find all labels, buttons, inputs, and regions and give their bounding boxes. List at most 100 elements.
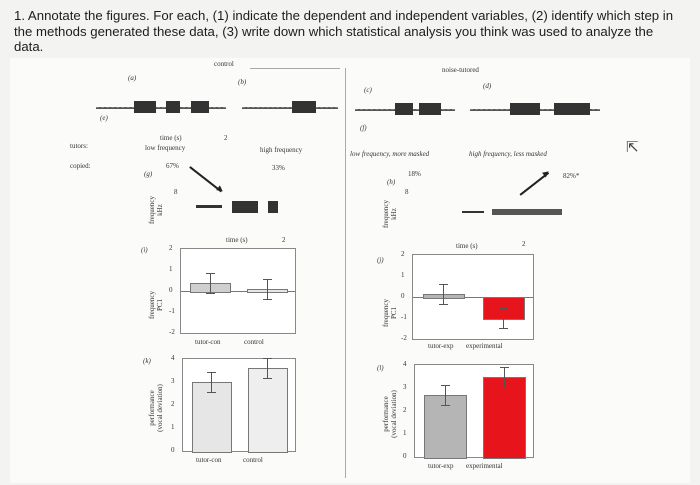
question-text: 1. Annotate the figures. For each, (1) i…	[14, 8, 674, 54]
time-label-g: time (s)	[226, 236, 248, 244]
y-tick-label: 0	[169, 286, 173, 294]
panel-f-label: (f)	[360, 124, 367, 132]
low-frequency-label: low frequency	[145, 144, 186, 152]
panel-a-label: (a)	[128, 74, 137, 82]
tick-h: 2	[522, 240, 526, 248]
ylabel-h: frequency kHz	[382, 200, 398, 228]
error-bar	[211, 372, 212, 392]
error-bar	[503, 308, 504, 328]
pct-control-low: 67%	[166, 162, 179, 170]
tutors-label: tutors:	[70, 142, 88, 150]
y-tick-label: 1	[401, 271, 405, 279]
error-bar	[266, 278, 268, 299]
xlabel-i-1: control	[244, 338, 264, 346]
panel-e-label: (e)	[100, 114, 108, 122]
high-frequency-label: high frequency	[260, 146, 303, 154]
spectrogram-h	[462, 204, 570, 222]
error-bar-cap	[262, 298, 272, 300]
zero-line	[181, 291, 295, 292]
spectrogram-d	[470, 100, 600, 118]
y-tick-label: -1	[169, 307, 175, 315]
low-masked-label: low frequency, more masked	[350, 150, 430, 158]
y-tick-label: 1	[169, 265, 173, 273]
error-bar	[267, 358, 268, 379]
chart-l: 4 3 2 1 0	[403, 360, 534, 460]
ylabel-g: frequency kHz	[148, 196, 164, 224]
y-tick-label: 0	[171, 446, 175, 454]
ylabel-j: frequency PC1	[382, 299, 398, 327]
error-bar	[444, 384, 446, 405]
bar-control	[247, 368, 289, 453]
error-bar-cap	[262, 278, 272, 280]
error-bar-cap	[439, 303, 448, 305]
spectrogram-e	[96, 98, 226, 116]
y-tick-label: 2	[403, 406, 407, 414]
column-divider	[345, 68, 346, 478]
panel-j-label: (j)	[377, 256, 384, 264]
ylabel-l: performance (vocal deviation)	[382, 390, 398, 438]
error-bar-cap	[439, 283, 448, 285]
spectrogram-g	[196, 198, 296, 216]
error-bar-cap	[205, 272, 215, 274]
zero-line	[413, 297, 533, 298]
bar-tutor-con	[191, 382, 233, 453]
panel-b-label: (b)	[238, 78, 247, 86]
y-tick-label: 4	[403, 360, 407, 368]
error-bar-cap	[499, 328, 508, 329]
ylabel-i: frequency PC1	[148, 291, 164, 319]
error-bar-cap	[499, 366, 509, 368]
y-tick-label: 2	[401, 250, 405, 258]
error-bar-cap	[440, 384, 450, 386]
tick-e: 2	[224, 134, 228, 142]
xlabel-k-0: tutor-con	[196, 456, 222, 464]
y-tick-label: 1	[403, 429, 407, 437]
y-tick-label: 0	[403, 452, 407, 460]
panel-d-label: (d)	[483, 82, 492, 90]
spectrogram-c	[355, 100, 455, 118]
chart-i: 2 1 0 -1 -2	[169, 244, 296, 336]
y-tick-label: 0	[401, 292, 405, 300]
arrow-noise	[519, 171, 549, 196]
error-bar-cap	[263, 378, 272, 380]
error-bar	[209, 272, 211, 293]
y-tick-label: 3	[171, 377, 175, 385]
time-label-e: time (s)	[160, 134, 182, 142]
bar-experimental	[483, 376, 526, 459]
xlabel-i-0: tutor-con	[195, 338, 221, 346]
arrow-control	[189, 166, 222, 192]
y-tick-label: 2	[169, 244, 173, 252]
y-tick-label: 2	[171, 400, 175, 408]
tick-g: 2	[282, 236, 286, 244]
high-masked-label: high frequency, less masked	[469, 150, 547, 158]
time-label-h: time (s)	[456, 242, 478, 250]
pct-noise-high: 82%*	[563, 172, 580, 180]
xlabel-j-0: tutor-exp	[428, 342, 454, 350]
error-bar	[443, 283, 444, 304]
error-bar-cap	[499, 386, 509, 388]
error-bar-cap	[205, 292, 215, 294]
header-rule	[250, 68, 340, 69]
y-tick-label: -1	[401, 313, 407, 321]
y-tick-label: 4	[171, 354, 175, 362]
panel-l-label: (l)	[377, 364, 384, 372]
y-tick-label: -2	[401, 334, 407, 342]
noise-header: noise-tutored	[442, 66, 479, 74]
ylabel-k: performance (vocal deviation)	[148, 384, 164, 432]
pct-control-high: 33%	[272, 164, 285, 172]
figure-sheet: control noise-tutored (a) (b) (c) (d) (e…	[10, 58, 690, 483]
panel-c-label: (c)	[364, 86, 372, 94]
error-bar-cap	[499, 308, 508, 309]
error-bar-cap	[263, 358, 272, 360]
error-bar-cap	[440, 404, 450, 406]
error-bar-cap	[207, 372, 216, 373]
xlabel-l-1: experimental	[466, 462, 503, 470]
chart-k: 4 3 2 1 0	[171, 354, 296, 454]
panel-h-label: (h)	[387, 178, 396, 186]
panel-g-label: (g)	[144, 170, 153, 178]
error-bar	[503, 366, 505, 387]
y-tick-label: 3	[403, 383, 407, 391]
xlabel-k-1: control	[243, 456, 263, 464]
copied-label: copied:	[70, 162, 91, 170]
y-tick-label: -2	[169, 328, 175, 336]
panel-i-label: (i)	[141, 246, 148, 254]
